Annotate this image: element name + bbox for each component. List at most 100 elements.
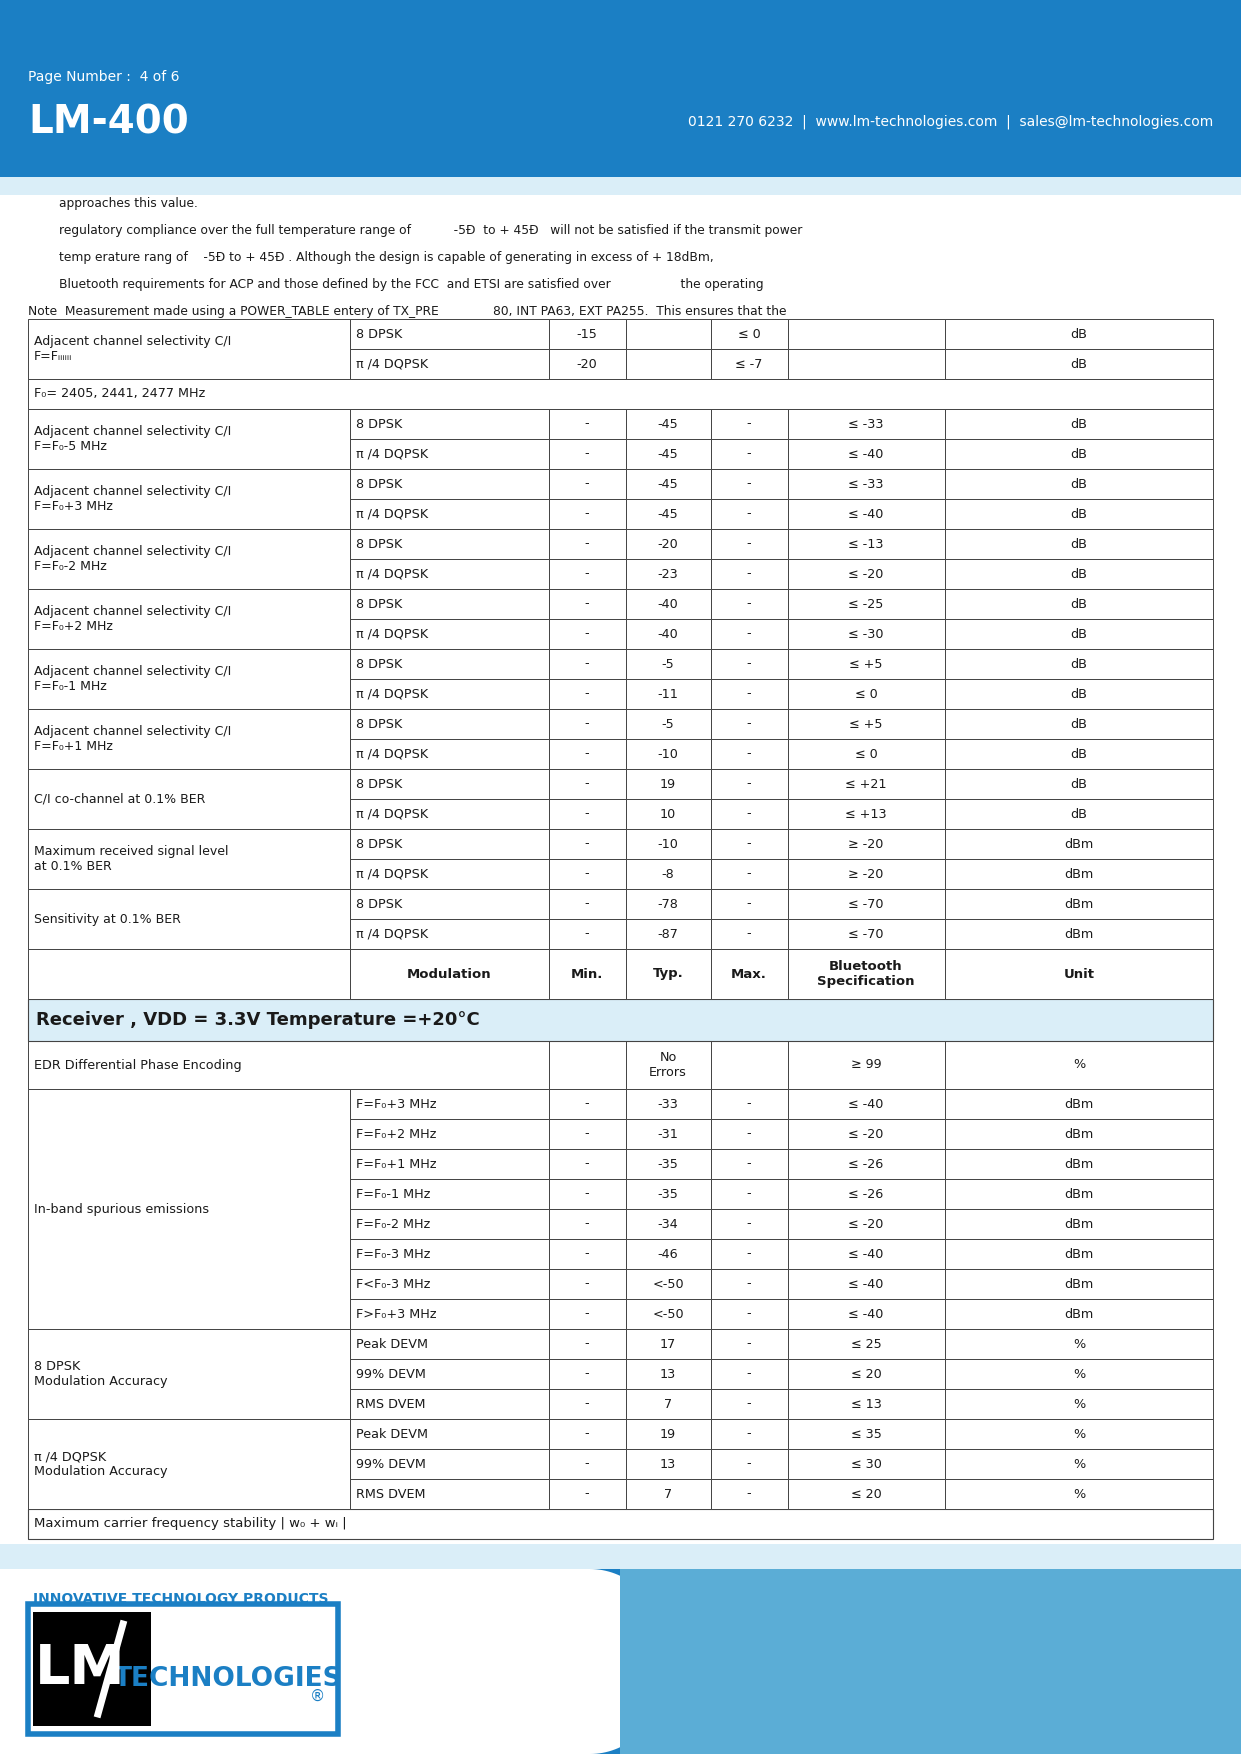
Text: %: % (1073, 1398, 1085, 1410)
Text: 10: 10 (660, 807, 676, 821)
Text: 13: 13 (660, 1458, 676, 1470)
Text: 8 DPSK: 8 DPSK (356, 477, 402, 491)
Bar (350, 1449, 549, 1479)
Text: -: - (585, 507, 589, 521)
Bar (944, 830, 1212, 859)
Text: -8: -8 (661, 868, 674, 881)
Bar (625, 709, 711, 738)
Text: π /4 DQPSK: π /4 DQPSK (356, 628, 428, 640)
Bar (944, 319, 1212, 349)
Bar (625, 1042, 711, 1089)
Text: -: - (585, 717, 589, 730)
Text: -11: -11 (658, 688, 679, 700)
Text: dB: dB (1071, 658, 1087, 670)
Bar (0, 177, 1241, 195)
Text: ≤ 13: ≤ 13 (850, 1398, 881, 1410)
Bar (350, 738, 549, 768)
Bar (788, 1330, 944, 1359)
Text: π /4 DQPSK
Modulation Accuracy: π /4 DQPSK Modulation Accuracy (34, 1451, 168, 1479)
Bar (29, 1508, 1212, 1538)
Bar (29, 1042, 549, 1089)
Bar (944, 738, 1212, 768)
Bar (0, 1544, 1241, 1570)
Bar (625, 468, 711, 498)
Text: RMS DVEM: RMS DVEM (356, 1398, 426, 1410)
Bar (711, 1119, 788, 1149)
Bar (944, 800, 1212, 830)
Bar (788, 1149, 944, 1179)
Bar (711, 498, 788, 530)
Text: dB: dB (1071, 807, 1087, 821)
Text: -: - (585, 598, 589, 610)
Text: -: - (747, 447, 751, 461)
Text: Typ.: Typ. (653, 968, 684, 980)
Text: TECHNOLOGIES: TECHNOLOGIES (114, 1666, 343, 1693)
Text: -: - (747, 1098, 751, 1110)
Bar (549, 1389, 625, 1419)
Text: π /4 DQPSK: π /4 DQPSK (356, 688, 428, 700)
Bar (549, 468, 625, 498)
Bar (625, 438, 711, 468)
Bar (711, 1300, 788, 1330)
Text: -: - (747, 837, 751, 851)
Text: -: - (585, 1217, 589, 1231)
Bar (549, 800, 625, 830)
Text: π /4 DQPSK: π /4 DQPSK (356, 447, 428, 461)
Bar (625, 1389, 711, 1419)
Bar (29, 889, 350, 949)
Bar (350, 498, 549, 530)
Bar (711, 1389, 788, 1419)
Bar (549, 619, 625, 649)
Text: -: - (747, 928, 751, 940)
Text: -: - (585, 1247, 589, 1261)
Bar (350, 409, 549, 438)
Text: ≥ -20: ≥ -20 (849, 868, 884, 881)
Bar (350, 1359, 549, 1389)
Text: -: - (747, 658, 751, 670)
Bar (944, 560, 1212, 589)
Text: 8 DPSK: 8 DPSK (356, 658, 402, 670)
Bar (788, 1089, 944, 1119)
Bar (625, 679, 711, 709)
Text: No
Errors: No Errors (649, 1051, 688, 1079)
Bar (711, 830, 788, 859)
Bar (788, 1179, 944, 1209)
Bar (29, 379, 1212, 409)
Text: ≤ -20: ≤ -20 (849, 568, 884, 581)
Bar (711, 768, 788, 800)
Bar (944, 1089, 1212, 1119)
Text: 8 DPSK: 8 DPSK (356, 417, 402, 430)
Bar (788, 438, 944, 468)
Bar (944, 859, 1212, 889)
Text: dB: dB (1071, 417, 1087, 430)
Text: ≤ 0: ≤ 0 (737, 328, 761, 340)
Bar (944, 1119, 1212, 1149)
Bar (625, 530, 711, 560)
Bar (788, 1449, 944, 1479)
Text: -: - (585, 807, 589, 821)
Text: -5: -5 (661, 717, 674, 730)
Bar (625, 1330, 711, 1359)
Bar (625, 1089, 711, 1119)
Bar (549, 1089, 625, 1119)
Text: -45: -45 (658, 477, 679, 491)
Bar (29, 409, 350, 468)
Bar (711, 560, 788, 589)
Text: Min.: Min. (571, 968, 603, 980)
Text: -: - (585, 568, 589, 581)
Text: -33: -33 (658, 1098, 679, 1110)
Bar (788, 1300, 944, 1330)
Text: ≤ -20: ≤ -20 (849, 1217, 884, 1231)
Text: ≤ +13: ≤ +13 (845, 807, 887, 821)
Text: -: - (747, 717, 751, 730)
Bar (350, 800, 549, 830)
Bar (711, 1042, 788, 1089)
Text: dB: dB (1071, 537, 1087, 551)
Bar (788, 709, 944, 738)
Bar (549, 738, 625, 768)
Bar (788, 1479, 944, 1508)
Bar (350, 349, 549, 379)
Bar (350, 709, 549, 738)
Text: ≤ 0: ≤ 0 (855, 747, 877, 761)
Text: temp erature rang of    -5Ð to + 45Ð . Although the design is capable of generat: temp erature rang of -5Ð to + 45Ð . Alth… (29, 251, 714, 265)
